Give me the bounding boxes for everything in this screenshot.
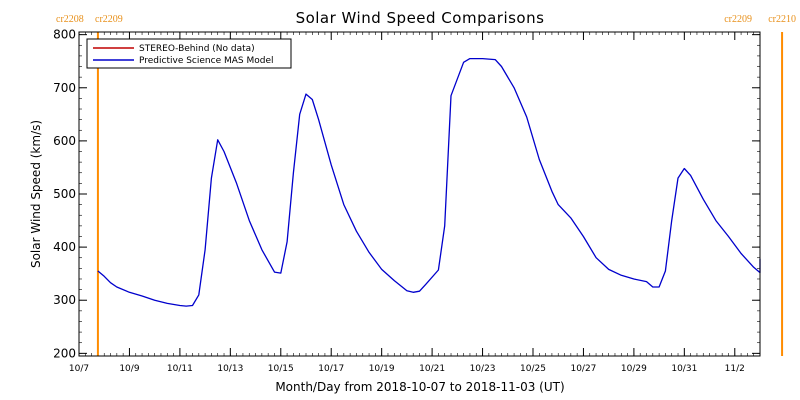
x-axis-label: Month/Day from 2018-10-07 to 2018-11-03 …	[275, 380, 564, 394]
x-tick-label: 10/25	[520, 364, 546, 374]
x-tick-label: 10/31	[671, 364, 697, 374]
x-tick-label: 10/9	[119, 364, 139, 374]
legend-box	[86, 38, 292, 69]
x-tick-label: 10/29	[621, 364, 647, 374]
cr-label-left-1: cr2208	[56, 14, 84, 25]
legend-label-stereo: STEREO-Behind (No data)	[139, 44, 255, 54]
chart-title: Solar Wind Speed Comparisons	[296, 9, 545, 27]
x-tick-label: 11/2	[725, 364, 745, 374]
cr-label-right-1: cr2209	[724, 14, 752, 25]
y-tick-label: 200	[53, 346, 76, 360]
series-layer	[97, 57, 761, 307]
legend: STEREO-Behind (No data) Predictive Scien…	[86, 38, 292, 69]
chart-ticks: 10/7 10/9 10/11 10/13 10/15 10/17 10/19 10/21 10…	[53, 28, 761, 374]
y-tick-label: 500	[53, 187, 76, 201]
x-tick-label: 10/11	[167, 364, 193, 374]
carrington-markers	[96, 32, 784, 356]
legend-label-mas: Predictive Science MAS Model	[139, 56, 274, 66]
plot-frame	[78, 31, 761, 357]
x-tick-label: 10/23	[470, 364, 496, 374]
y-tick-label: 800	[53, 28, 76, 42]
y-tick-label: 700	[53, 81, 76, 95]
cr-label-right-2: cr2210	[768, 14, 796, 25]
series-line-mas-model	[97, 57, 761, 307]
x-tick-label: 10/17	[318, 364, 344, 374]
y-tick-label: 400	[53, 240, 76, 254]
x-tick-label: 10/13	[217, 364, 243, 374]
y-tick-label: 600	[53, 134, 76, 148]
x-tick-label: 10/19	[369, 364, 395, 374]
x-tick-label: 10/15	[268, 364, 294, 374]
x-tick-label: 10/27	[570, 364, 596, 374]
x-tick-label: 10/21	[419, 364, 445, 374]
y-axis-label: Solar Wind Speed (km/s)	[29, 120, 43, 268]
y-tick-label: 300	[53, 293, 76, 307]
x-tick-label: 10/7	[69, 364, 89, 374]
cr-label-left-2: cr2209	[95, 14, 123, 25]
